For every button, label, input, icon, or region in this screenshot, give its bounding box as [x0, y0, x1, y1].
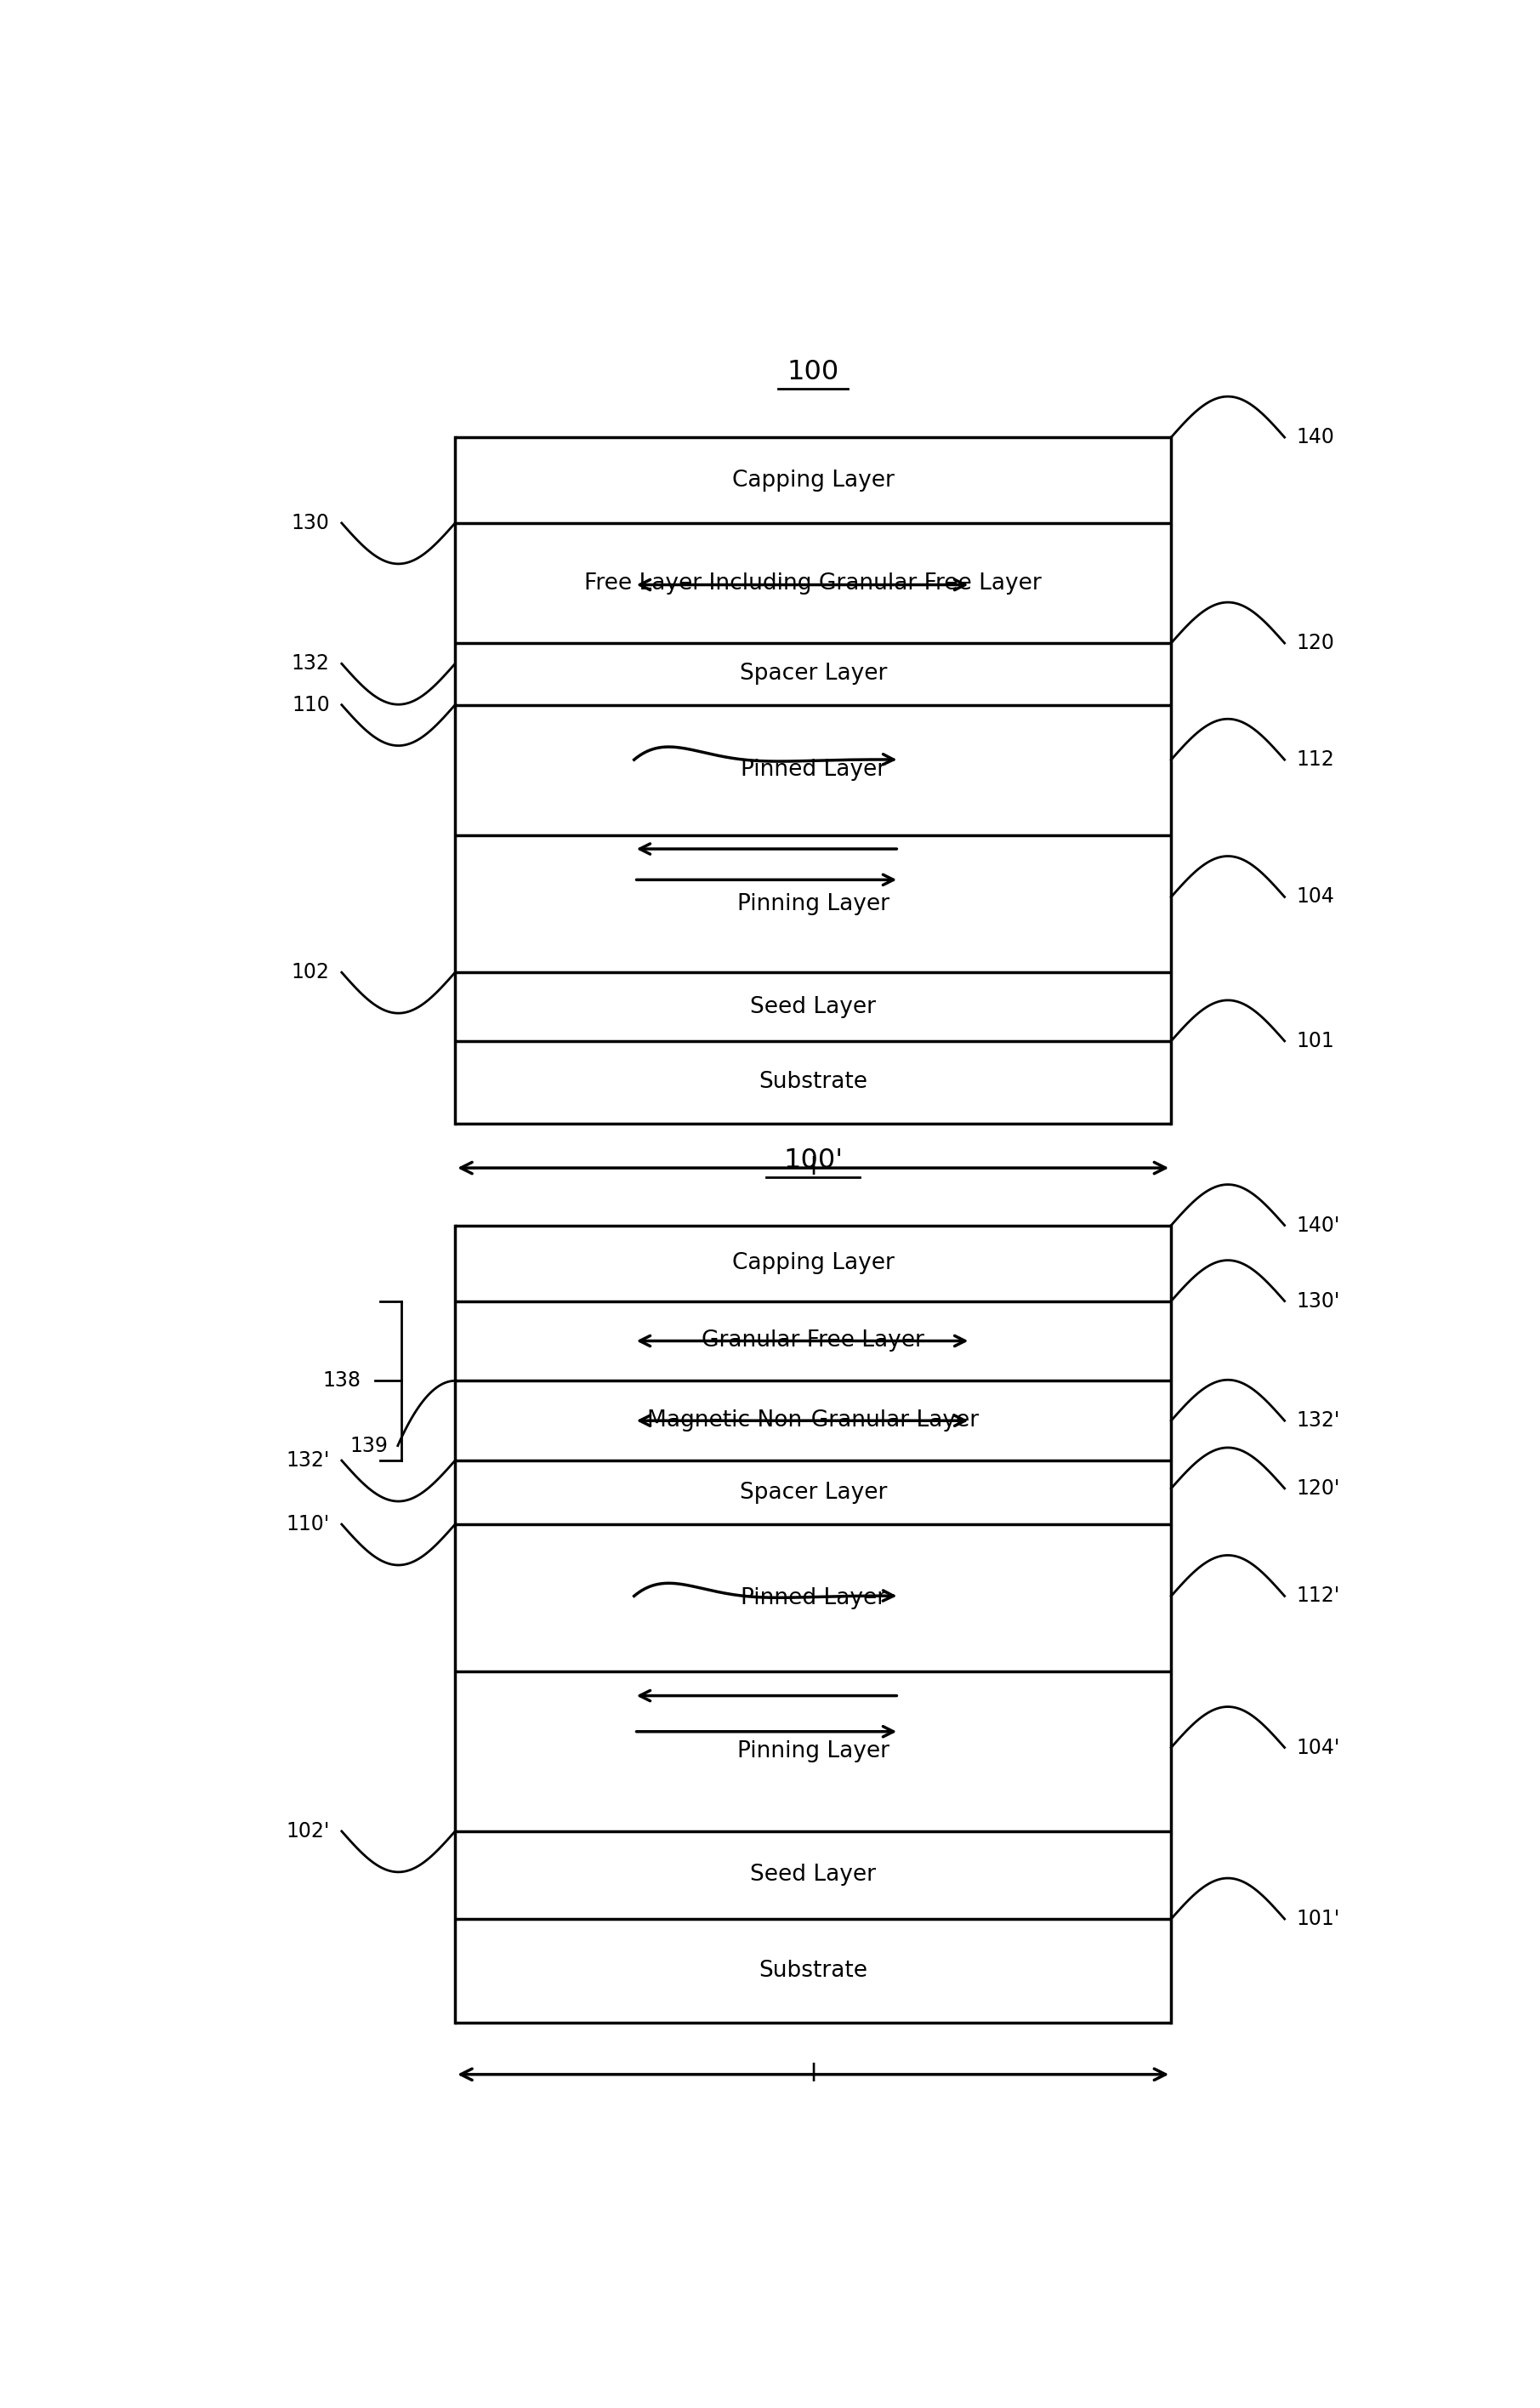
- Text: Substrate: Substrate: [759, 1072, 867, 1093]
- Text: 101: 101: [1297, 1031, 1335, 1052]
- Text: Seed Layer: Seed Layer: [750, 995, 876, 1019]
- Text: 102': 102': [286, 1820, 330, 1842]
- Text: 120': 120': [1297, 1479, 1340, 1498]
- Text: Granular Free Layer: Granular Free Layer: [702, 1329, 924, 1351]
- Text: Pinned Layer: Pinned Layer: [741, 1587, 886, 1609]
- Text: 110': 110': [286, 1515, 330, 1534]
- Text: 120: 120: [1297, 633, 1335, 653]
- Text: 104': 104': [1297, 1736, 1340, 1758]
- Text: 130: 130: [291, 513, 330, 532]
- Text: Spacer Layer: Spacer Layer: [739, 662, 887, 684]
- Text: Capping Layer: Capping Layer: [731, 1252, 895, 1274]
- Text: 110: 110: [291, 694, 330, 715]
- Text: 138: 138: [322, 1370, 360, 1392]
- Text: 140': 140': [1297, 1216, 1340, 1235]
- Text: 132: 132: [291, 653, 330, 674]
- Text: Magnetic Non-Granular Layer: Magnetic Non-Granular Layer: [647, 1409, 979, 1433]
- Text: Pinning Layer: Pinning Layer: [738, 1741, 889, 1763]
- Text: 140: 140: [1297, 426, 1335, 448]
- Text: Capping Layer: Capping Layer: [731, 470, 895, 491]
- Text: Substrate: Substrate: [759, 1960, 867, 1982]
- Text: 104: 104: [1297, 886, 1335, 908]
- Text: l: l: [810, 2064, 816, 2085]
- Text: Free Layer Including Granular Free Layer: Free Layer Including Granular Free Layer: [585, 573, 1041, 595]
- Text: Spacer Layer: Spacer Layer: [739, 1481, 887, 1503]
- Text: 130': 130': [1297, 1291, 1340, 1312]
- Text: Seed Layer: Seed Layer: [750, 1864, 876, 1885]
- Text: 112': 112': [1297, 1587, 1340, 1606]
- Text: 112: 112: [1297, 749, 1335, 771]
- Text: Pinned Layer: Pinned Layer: [741, 759, 886, 780]
- Text: 139: 139: [350, 1435, 388, 1457]
- Text: 101': 101': [1297, 1910, 1340, 1929]
- Text: l: l: [810, 1156, 816, 1180]
- Text: 100': 100': [784, 1146, 842, 1173]
- Text: Pinning Layer: Pinning Layer: [738, 893, 889, 915]
- Text: 132': 132': [286, 1450, 330, 1471]
- Text: 102: 102: [291, 963, 330, 982]
- Text: 132': 132': [1297, 1411, 1340, 1430]
- Text: 100: 100: [787, 359, 839, 385]
